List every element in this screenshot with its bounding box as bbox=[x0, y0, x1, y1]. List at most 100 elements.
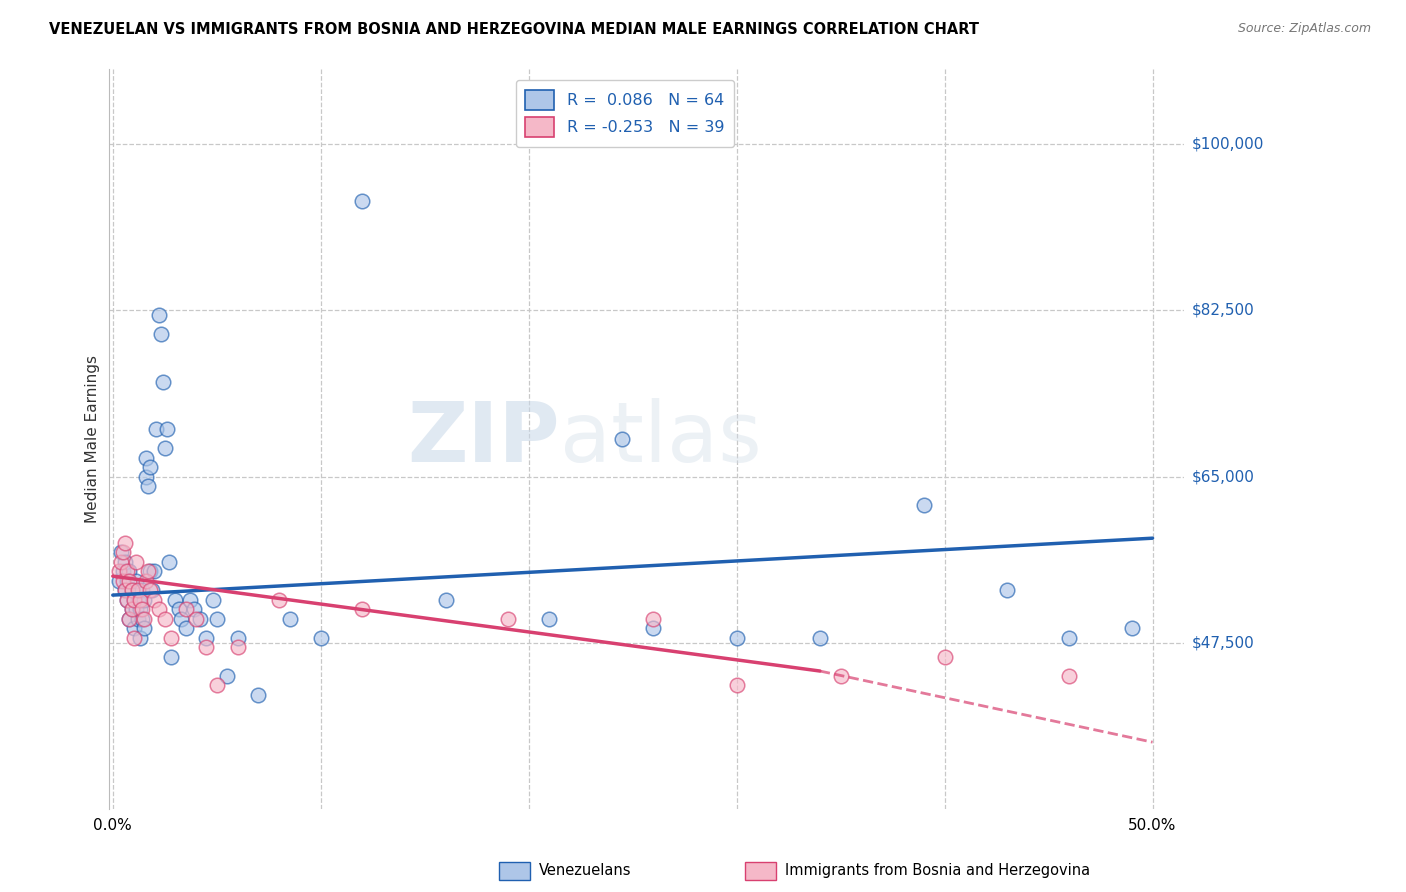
Text: Venezuelans: Venezuelans bbox=[538, 863, 631, 878]
Point bbox=[205, 612, 228, 626]
Point bbox=[278, 612, 301, 626]
Point bbox=[122, 592, 145, 607]
Point bbox=[152, 375, 174, 389]
Point bbox=[725, 631, 748, 645]
Point bbox=[247, 688, 270, 702]
Point bbox=[141, 583, 163, 598]
Point bbox=[205, 678, 228, 692]
Point bbox=[128, 631, 150, 645]
Text: Immigrants from Bosnia and Herzegovina: Immigrants from Bosnia and Herzegovina bbox=[785, 863, 1090, 878]
Point bbox=[112, 574, 135, 588]
Point bbox=[139, 565, 162, 579]
Point bbox=[157, 555, 180, 569]
Point bbox=[118, 574, 141, 588]
Point bbox=[148, 602, 170, 616]
Point bbox=[195, 631, 218, 645]
Point bbox=[131, 602, 153, 616]
Point bbox=[127, 612, 149, 626]
Point bbox=[170, 612, 193, 626]
Point bbox=[148, 308, 170, 322]
Point bbox=[352, 602, 374, 616]
Point bbox=[1121, 621, 1143, 635]
Point bbox=[725, 678, 748, 692]
Point bbox=[110, 545, 132, 559]
Point bbox=[122, 631, 145, 645]
Point bbox=[143, 565, 166, 579]
Point bbox=[538, 612, 561, 626]
Point bbox=[108, 565, 131, 579]
Text: $100,000: $100,000 bbox=[1192, 137, 1264, 152]
Point bbox=[352, 194, 374, 209]
Text: ZIP: ZIP bbox=[408, 398, 560, 479]
Point bbox=[226, 640, 249, 655]
Point bbox=[309, 631, 332, 645]
Point bbox=[108, 574, 131, 588]
Point bbox=[184, 612, 207, 626]
Point bbox=[188, 612, 211, 626]
Point bbox=[1059, 669, 1081, 683]
Point bbox=[808, 631, 831, 645]
Point bbox=[131, 612, 153, 626]
Point bbox=[201, 592, 224, 607]
Point bbox=[612, 432, 634, 446]
Point bbox=[124, 574, 146, 588]
Point bbox=[121, 583, 143, 598]
Point bbox=[174, 602, 197, 616]
Point bbox=[179, 592, 201, 607]
Point bbox=[912, 498, 935, 512]
Point bbox=[269, 592, 291, 607]
Text: $47,500: $47,500 bbox=[1192, 635, 1254, 650]
Point bbox=[995, 583, 1018, 598]
Point bbox=[169, 602, 191, 616]
Point bbox=[132, 612, 155, 626]
Point bbox=[160, 631, 183, 645]
Text: 0.0%: 0.0% bbox=[93, 818, 132, 833]
Point bbox=[139, 460, 162, 475]
Point bbox=[117, 574, 139, 588]
Point bbox=[118, 565, 141, 579]
Point bbox=[830, 669, 852, 683]
Point bbox=[124, 602, 146, 616]
Point bbox=[143, 592, 166, 607]
Point bbox=[114, 555, 136, 569]
Text: Source: ZipAtlas.com: Source: ZipAtlas.com bbox=[1237, 22, 1371, 36]
Point bbox=[643, 612, 665, 626]
Legend: R =  0.086   N = 64, R = -0.253   N = 39: R = 0.086 N = 64, R = -0.253 N = 39 bbox=[516, 80, 734, 147]
Point bbox=[121, 583, 143, 598]
Point bbox=[127, 592, 149, 607]
Point bbox=[114, 536, 136, 550]
Point bbox=[136, 565, 159, 579]
Point bbox=[156, 422, 179, 436]
Point bbox=[135, 574, 157, 588]
Point bbox=[139, 583, 162, 598]
Point bbox=[153, 441, 176, 455]
Point bbox=[118, 612, 141, 626]
Point bbox=[121, 602, 143, 616]
Point bbox=[127, 583, 149, 598]
Y-axis label: Median Male Earnings: Median Male Earnings bbox=[86, 354, 100, 523]
Point bbox=[434, 592, 457, 607]
Point bbox=[195, 640, 218, 655]
Point bbox=[183, 602, 205, 616]
Point bbox=[217, 669, 239, 683]
Text: 50.0%: 50.0% bbox=[1129, 818, 1177, 833]
Point bbox=[226, 631, 249, 645]
Point bbox=[112, 565, 135, 579]
Point bbox=[145, 422, 167, 436]
Point bbox=[114, 583, 136, 598]
Point bbox=[122, 621, 145, 635]
Point bbox=[128, 602, 150, 616]
Point bbox=[165, 592, 187, 607]
Point bbox=[135, 469, 157, 483]
Point bbox=[128, 592, 150, 607]
Text: $65,000: $65,000 bbox=[1192, 469, 1256, 484]
Point bbox=[132, 621, 155, 635]
Point bbox=[117, 565, 139, 579]
Point bbox=[114, 583, 136, 598]
Point bbox=[124, 555, 146, 569]
Point bbox=[131, 583, 153, 598]
Point bbox=[135, 450, 157, 465]
Point bbox=[117, 592, 139, 607]
Point bbox=[153, 612, 176, 626]
Point bbox=[1059, 631, 1081, 645]
